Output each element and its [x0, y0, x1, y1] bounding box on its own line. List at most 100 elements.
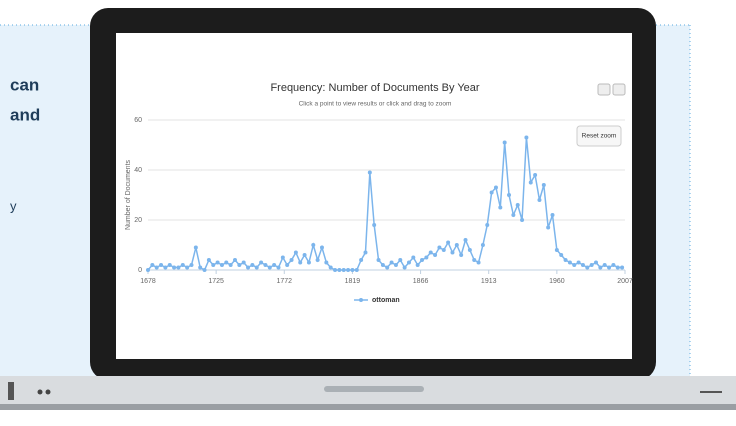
data-point: [481, 243, 485, 247]
data-point: [324, 261, 328, 265]
chart-subtitle: Click a point to view results or click a…: [299, 101, 452, 108]
data-point: [189, 263, 193, 267]
data-point: [250, 263, 254, 267]
data-point: [433, 253, 437, 257]
data-point: [346, 268, 350, 272]
data-point: [316, 258, 320, 262]
print-button[interactable]: [598, 84, 610, 95]
side-text: y: [10, 198, 17, 213]
led: [46, 390, 51, 395]
data-point: [424, 256, 428, 260]
data-point: [498, 206, 502, 210]
data-point: [337, 268, 341, 272]
data-point: [590, 263, 594, 267]
data-point: [568, 261, 572, 265]
data-point: [268, 266, 272, 270]
data-point: [263, 263, 267, 267]
data-point: [281, 256, 285, 260]
data-point: [620, 266, 624, 270]
data-point: [416, 263, 420, 267]
data-point: [411, 256, 415, 260]
x-tick-label: 2007: [617, 278, 633, 285]
data-point: [211, 263, 215, 267]
chart-title: Frequency: Number of Documents By Year: [270, 82, 479, 94]
data-point: [446, 241, 450, 245]
data-point: [607, 266, 611, 270]
data-point: [355, 268, 359, 272]
data-point: [429, 251, 433, 255]
data-point: [163, 266, 167, 270]
port: [8, 382, 14, 400]
data-point: [198, 266, 202, 270]
data-point: [524, 136, 528, 140]
data-point: [390, 261, 394, 265]
data-point: [181, 263, 185, 267]
y-axis-title: Number of Documents: [125, 159, 132, 230]
data-point: [407, 261, 411, 265]
data-point: [490, 191, 494, 195]
y-tick-label: 20: [134, 217, 142, 224]
x-tick-label: 1960: [549, 278, 565, 285]
data-point: [272, 263, 276, 267]
x-tick-label: 1772: [276, 278, 292, 285]
data-point: [581, 263, 585, 267]
data-point: [303, 253, 307, 257]
x-tick-label: 1913: [481, 278, 497, 285]
data-point: [516, 203, 520, 207]
data-point: [185, 266, 189, 270]
data-point: [403, 266, 407, 270]
data-point: [194, 246, 198, 250]
data-point: [529, 181, 533, 185]
data-point: [577, 261, 581, 265]
data-point: [472, 258, 476, 262]
page: {"side_text": ["can", "and", "y"], "char…: [0, 0, 736, 421]
data-point: [259, 261, 263, 265]
data-point: [611, 263, 615, 267]
data-point: [494, 186, 498, 190]
data-point: [594, 261, 598, 265]
data-point: [150, 263, 154, 267]
data-point: [172, 266, 176, 270]
data-point: [290, 258, 294, 262]
data-point: [511, 213, 515, 217]
x-tick-label: 1819: [345, 278, 361, 285]
data-point: [603, 263, 607, 267]
data-point: [363, 251, 367, 255]
data-point: [507, 193, 511, 197]
data-point: [176, 266, 180, 270]
reset-zoom-label[interactable]: Reset zoom: [582, 133, 617, 140]
data-point: [159, 263, 163, 267]
x-tick-label: 1725: [208, 278, 224, 285]
data-point: [468, 248, 472, 252]
data-point: [442, 248, 446, 252]
data-point: [464, 238, 468, 242]
data-point: [233, 258, 237, 262]
data-point: [224, 261, 228, 265]
side-text: and: [10, 105, 40, 124]
data-point: [368, 171, 372, 175]
download-button[interactable]: [613, 84, 625, 95]
data-point: [437, 246, 441, 250]
data-point: [551, 213, 555, 217]
data-point: [146, 268, 150, 272]
data-point: [207, 258, 211, 262]
data-point: [237, 263, 241, 267]
data-point: [246, 266, 250, 270]
data-point: [503, 141, 507, 145]
data-point: [537, 198, 541, 202]
data-point: [585, 266, 589, 270]
data-point: [394, 263, 398, 267]
data-point: [381, 263, 385, 267]
data-point: [168, 263, 172, 267]
legend-label: ottoman: [372, 297, 400, 304]
data-point: [572, 263, 576, 267]
data-point: [520, 218, 524, 222]
x-tick-label: 1866: [413, 278, 429, 285]
data-point: [329, 266, 333, 270]
data-point: [311, 243, 315, 247]
data-point: [342, 268, 346, 272]
data-point: [359, 258, 363, 262]
data-point: [455, 243, 459, 247]
y-tick-label: 60: [134, 117, 142, 124]
data-point: [542, 183, 546, 187]
